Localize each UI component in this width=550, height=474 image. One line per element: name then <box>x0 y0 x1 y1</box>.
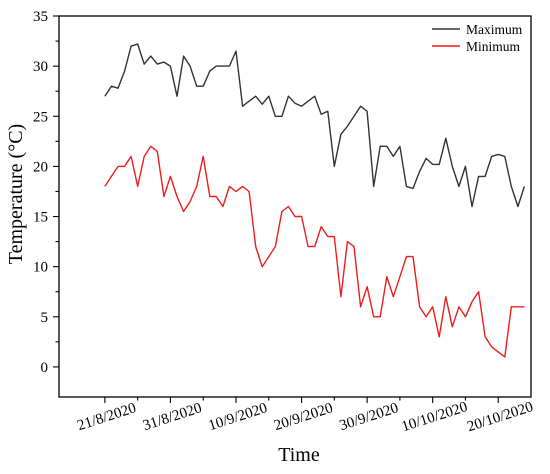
x-tick-label: 31/8/2020 <box>141 400 204 434</box>
legend: Maximum Minimum <box>432 22 523 54</box>
y-tick-label: 5 <box>41 310 49 326</box>
y-tick-label: 35 <box>33 9 48 25</box>
x-tick-label: 10/9/2020 <box>207 400 270 434</box>
y-tick-label: 0 <box>41 360 49 376</box>
y-tick-label: 10 <box>33 260 48 276</box>
y-tick-label: 25 <box>33 109 48 125</box>
x-axis-ticks: 21/8/2020 31/8/2020 10/9/2020 20/9/2020 30/9… <box>75 397 535 435</box>
series-line-maximum <box>104 43 526 208</box>
x-tick-label: 20/9/2020 <box>272 400 335 434</box>
y-axis-title: Temperature (°C) <box>5 124 27 264</box>
x-tick-label: 21/8/2020 <box>75 400 138 434</box>
y-axis-ticks: 0 5 10 15 20 25 30 35 <box>33 9 59 376</box>
x-tick-label: 20/10/2020 <box>465 399 535 435</box>
y-tick-label: 30 <box>33 59 48 75</box>
x-tick-label: 10/10/2020 <box>400 399 470 435</box>
legend-label-minimum: Minimum <box>466 39 521 54</box>
plot-border <box>58 15 532 398</box>
x-tick-label: 30/9/2020 <box>338 400 401 434</box>
plot-frame <box>58 15 532 398</box>
y-tick-label: 15 <box>33 210 48 226</box>
series-line-minimum <box>104 145 525 358</box>
series-layer <box>104 43 526 358</box>
y-tick-label: 20 <box>33 159 48 175</box>
x-axis-title: Time <box>278 444 320 466</box>
legend-label-maximum: Maximum <box>466 22 523 37</box>
